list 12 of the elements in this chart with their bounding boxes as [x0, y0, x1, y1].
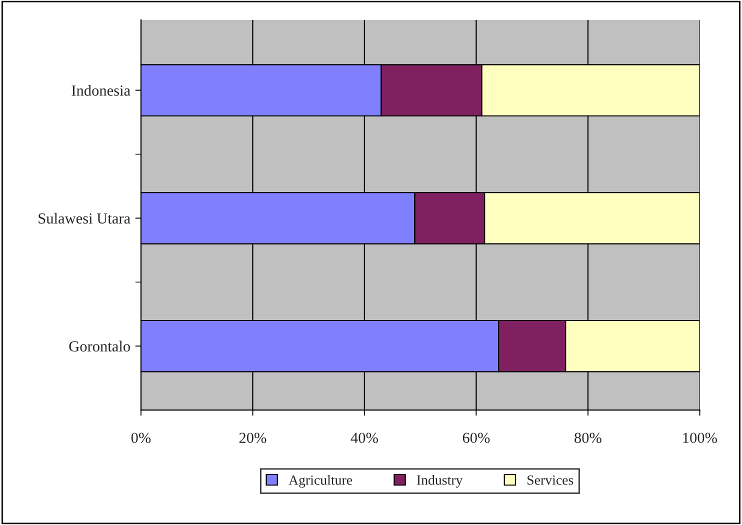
x-tick-label: 80%	[574, 432, 602, 444]
x-tick-label: 0%	[131, 432, 151, 444]
legend-label: Industry	[416, 475, 463, 488]
legend-label: Services	[528, 475, 574, 485]
x-tick-label: 60%	[462, 432, 490, 444]
y-tick-label: Gorontalo	[69, 340, 130, 352]
x-tick-label: 40%	[350, 432, 378, 444]
x-tick-label: 100%	[683, 432, 718, 444]
x-tick-label: 20%	[239, 432, 266, 444]
y-tick-label: Indonesia	[72, 84, 130, 96]
legend-label: Agriculture	[288, 475, 352, 488]
y-tick-label: Sulawesi Utara	[38, 212, 130, 224]
